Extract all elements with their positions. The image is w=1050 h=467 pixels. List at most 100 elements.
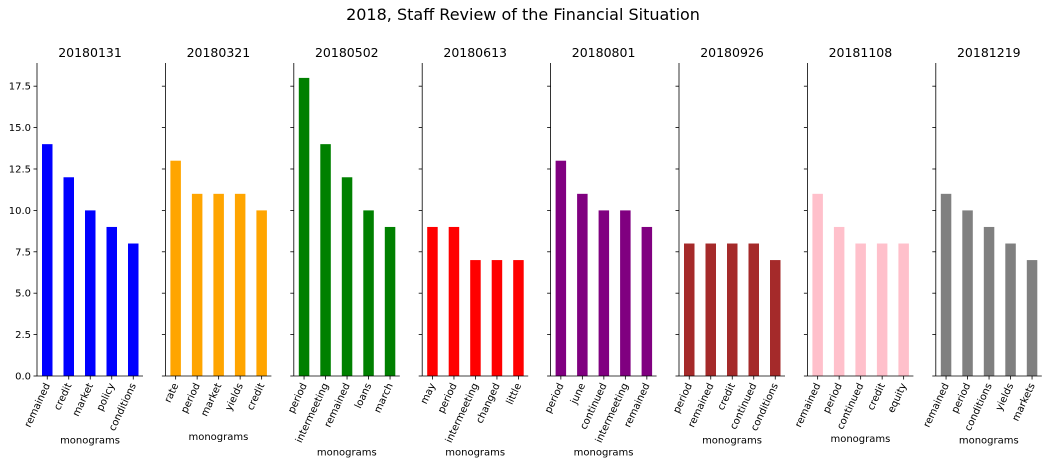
x-tick-label: yields bbox=[994, 382, 1016, 413]
bar-credit bbox=[727, 243, 738, 376]
bar-remained bbox=[42, 144, 53, 376]
bar-intermeeting bbox=[320, 144, 331, 376]
y-tick-label: 5.0 bbox=[15, 289, 31, 300]
bar-period bbox=[555, 160, 567, 376]
bar-conditions bbox=[770, 260, 781, 376]
bar-market bbox=[85, 210, 96, 376]
panel-title: 20180801 bbox=[572, 45, 636, 60]
x-tick-label: may bbox=[419, 382, 438, 406]
x-axis-label: monograms bbox=[317, 448, 377, 459]
bar-continued bbox=[598, 210, 610, 376]
y-tick-label: 0.0 bbox=[15, 372, 31, 383]
x-tick-label: june bbox=[569, 382, 589, 407]
x-tick-label: period bbox=[436, 382, 459, 416]
panel-title: 20180502 bbox=[315, 45, 379, 60]
bar-may bbox=[427, 226, 438, 376]
x-tick-label: yields bbox=[224, 382, 246, 413]
x-tick-label: remained bbox=[922, 382, 952, 430]
x-tick-label: credit bbox=[52, 382, 74, 413]
bar-intermeeting bbox=[470, 260, 481, 376]
x-tick-label: credit bbox=[245, 382, 267, 413]
x-tick-label: period bbox=[950, 382, 973, 416]
x-tick-label: equity bbox=[886, 382, 909, 415]
bar-remained bbox=[940, 193, 952, 376]
x-axis-label: monograms bbox=[188, 432, 248, 443]
bar-remained bbox=[641, 226, 653, 376]
bar-credit bbox=[876, 243, 888, 376]
bar-period bbox=[191, 193, 203, 376]
x-tick-label: credit bbox=[716, 382, 738, 413]
bar-rate bbox=[170, 160, 181, 376]
panels: 20180131 0.0 2.5 5.0 7.5 10.0 12.5 15.0 17.5 rema… bbox=[9, 45, 1042, 459]
bar-credit bbox=[63, 177, 74, 376]
x-axis-label: monograms bbox=[959, 436, 1019, 447]
x-axis-label: monograms bbox=[830, 434, 890, 445]
panel-title: 20180926 bbox=[700, 45, 764, 60]
panel-1: 20180131 0.0 2.5 5.0 7.5 10.0 12.5 15.0 17.5 rema… bbox=[9, 45, 143, 447]
bar-little bbox=[513, 260, 524, 376]
bar-credit bbox=[256, 210, 267, 376]
bar-period bbox=[684, 243, 695, 376]
y-tick-label: 2.5 bbox=[15, 330, 31, 341]
x-tick-label: market bbox=[199, 382, 224, 419]
bar-period bbox=[298, 77, 310, 377]
x-axis-label: monograms bbox=[445, 448, 505, 459]
x-tick-label: market bbox=[71, 382, 96, 419]
bar-changed bbox=[491, 260, 503, 376]
x-axis-label: monograms bbox=[574, 448, 634, 459]
bar-market bbox=[213, 193, 224, 376]
bar-yields bbox=[1005, 243, 1016, 376]
bar-loans bbox=[363, 210, 374, 376]
bar-period bbox=[448, 226, 460, 376]
x-tick-label: period bbox=[286, 382, 309, 416]
x-tick-label: remained bbox=[793, 382, 823, 430]
bar-march bbox=[384, 226, 396, 376]
x-tick-label: period bbox=[672, 382, 695, 416]
bar-equity bbox=[898, 243, 909, 376]
x-tick-label: rate bbox=[163, 382, 182, 405]
x-tick-label: march bbox=[372, 382, 395, 415]
x-tick-label: period bbox=[179, 382, 202, 416]
x-tick-label: loans bbox=[353, 382, 374, 411]
y-tick-label: 7.5 bbox=[15, 247, 31, 258]
x-axis-label: monograms bbox=[60, 436, 120, 447]
x-tick-label: credit bbox=[866, 382, 888, 413]
bar-continued bbox=[748, 243, 759, 376]
bar-yields bbox=[234, 193, 246, 376]
bar-conditions bbox=[983, 226, 995, 376]
x-tick-label: period bbox=[821, 382, 844, 416]
bar-intermeeting bbox=[620, 210, 631, 376]
y-tick-label: 10.0 bbox=[9, 206, 31, 217]
panel-title: 20180321 bbox=[187, 45, 251, 60]
bar-june bbox=[577, 193, 588, 376]
panel-title: 20180131 bbox=[58, 45, 122, 60]
bar-conditions bbox=[128, 243, 139, 376]
bar-policy bbox=[106, 226, 117, 376]
chart-title: 2018, Staff Review of the Financial Situ… bbox=[346, 5, 700, 24]
bar-continued bbox=[855, 243, 866, 376]
bar-period bbox=[962, 210, 973, 376]
y-tick-label: 15.0 bbox=[9, 123, 31, 134]
x-tick-label: period bbox=[543, 382, 566, 416]
bar-remained bbox=[341, 177, 353, 376]
x-tick-label: policy bbox=[95, 382, 117, 413]
x-axis-label: monograms bbox=[702, 436, 762, 447]
panel-title: 20180613 bbox=[443, 45, 507, 60]
panel-title: 20181108 bbox=[829, 45, 893, 60]
bar-remained bbox=[812, 193, 823, 376]
x-tick-label: little bbox=[505, 382, 524, 407]
y-tick-label: 17.5 bbox=[9, 82, 31, 93]
bar-period bbox=[833, 226, 845, 376]
panel-title: 20181219 bbox=[957, 45, 1021, 60]
bar-remained bbox=[705, 243, 716, 376]
y-tick-label: 12.5 bbox=[9, 164, 31, 175]
x-tick-label: remained bbox=[23, 382, 53, 430]
